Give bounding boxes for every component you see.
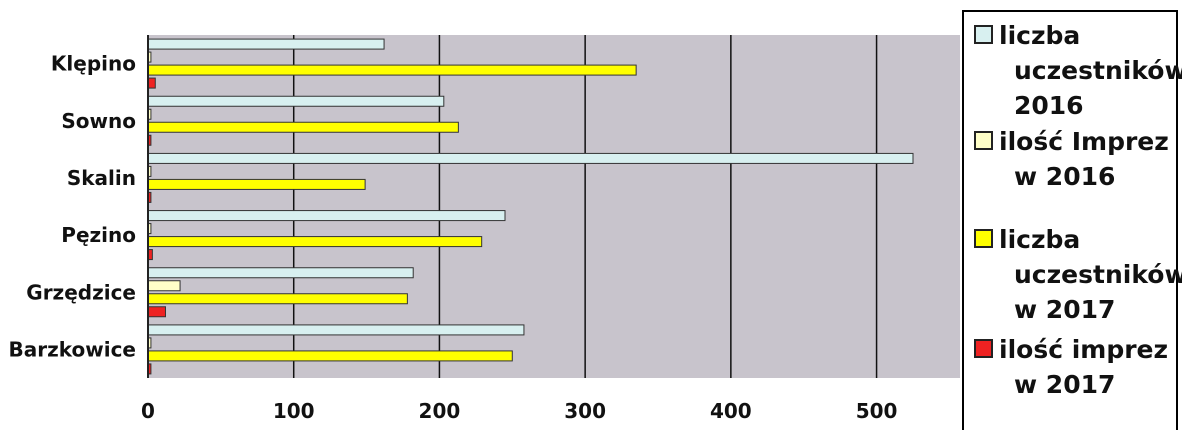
legend: liczba uczestników 2016 ilość Imprez w 2016 l… <box>962 10 1182 430</box>
category-label: Pęzino <box>61 223 136 247</box>
category-label: Skalin <box>67 166 136 190</box>
legend-label-line: ilość Imprez <box>999 127 1169 156</box>
legend-label-line: liczba <box>999 21 1081 50</box>
x-tick-label: 200 <box>419 399 461 423</box>
bars <box>147 38 914 375</box>
bar-3-6 <box>147 350 513 362</box>
legend-label-line: uczestników <box>1014 56 1182 85</box>
legend-label-line: w 2017 <box>1014 370 1116 399</box>
legend-item-4: ilość imprez w 2017 <box>974 332 1174 402</box>
x-tick-label: 300 <box>564 399 606 423</box>
x-tick-label: 100 <box>273 399 315 423</box>
legend-item-2: ilość Imprez w 2016 <box>974 124 1174 194</box>
legend-label-line: ilość imprez <box>999 335 1169 364</box>
category-label: Sowno <box>61 109 136 133</box>
x-tick-label: 0 <box>141 399 155 423</box>
bar-2-5 <box>147 280 181 292</box>
legend-swatch <box>974 338 993 358</box>
legend-label-line: w 2017 <box>1014 295 1116 324</box>
bar-1-3 <box>147 152 914 164</box>
legend-swatch <box>974 24 993 44</box>
legend-item-3: liczba uczestników w 2017 <box>974 222 1182 327</box>
bar-1-1 <box>147 38 385 50</box>
legend-item-1: liczba uczestników 2016 <box>974 18 1182 123</box>
category-label: Barzkowice <box>9 337 137 361</box>
bar-3-5 <box>147 293 408 305</box>
bar-3-2 <box>147 121 459 133</box>
bar-4-1 <box>147 77 156 89</box>
gridlines <box>292 35 878 378</box>
bar-1-4 <box>147 210 506 222</box>
bar-3-4 <box>147 236 483 248</box>
bar-chart: Klępino Sowno Skalin Pęzino Grzędzice Barzkow… <box>9 35 960 423</box>
category-label: Grzędzice <box>26 280 136 304</box>
x-tick-label: 400 <box>710 399 752 423</box>
category-labels: Klępino Sowno Skalin Pęzino Grzędzice Barzkow… <box>9 52 137 362</box>
bar-1-2 <box>147 95 445 107</box>
bar-3-3 <box>147 178 366 190</box>
category-label: Klępino <box>51 52 136 76</box>
legend-label-line: w 2016 <box>1014 162 1116 191</box>
plot-area <box>148 35 960 378</box>
x-tick-labels: 0 100 200 300 400 500 <box>141 399 897 423</box>
bar-1-6 <box>147 324 525 336</box>
legend-label-line: liczba <box>999 225 1081 254</box>
bar-4-5 <box>147 306 166 318</box>
legend-swatch <box>974 130 993 150</box>
legend-label-line: 2016 <box>1014 91 1084 120</box>
bar-3-1 <box>147 64 637 76</box>
x-tick-label: 500 <box>856 399 898 423</box>
bar-1-5 <box>147 267 414 279</box>
legend-label-line: uczestników <box>1014 260 1182 289</box>
legend-swatch <box>974 228 993 248</box>
